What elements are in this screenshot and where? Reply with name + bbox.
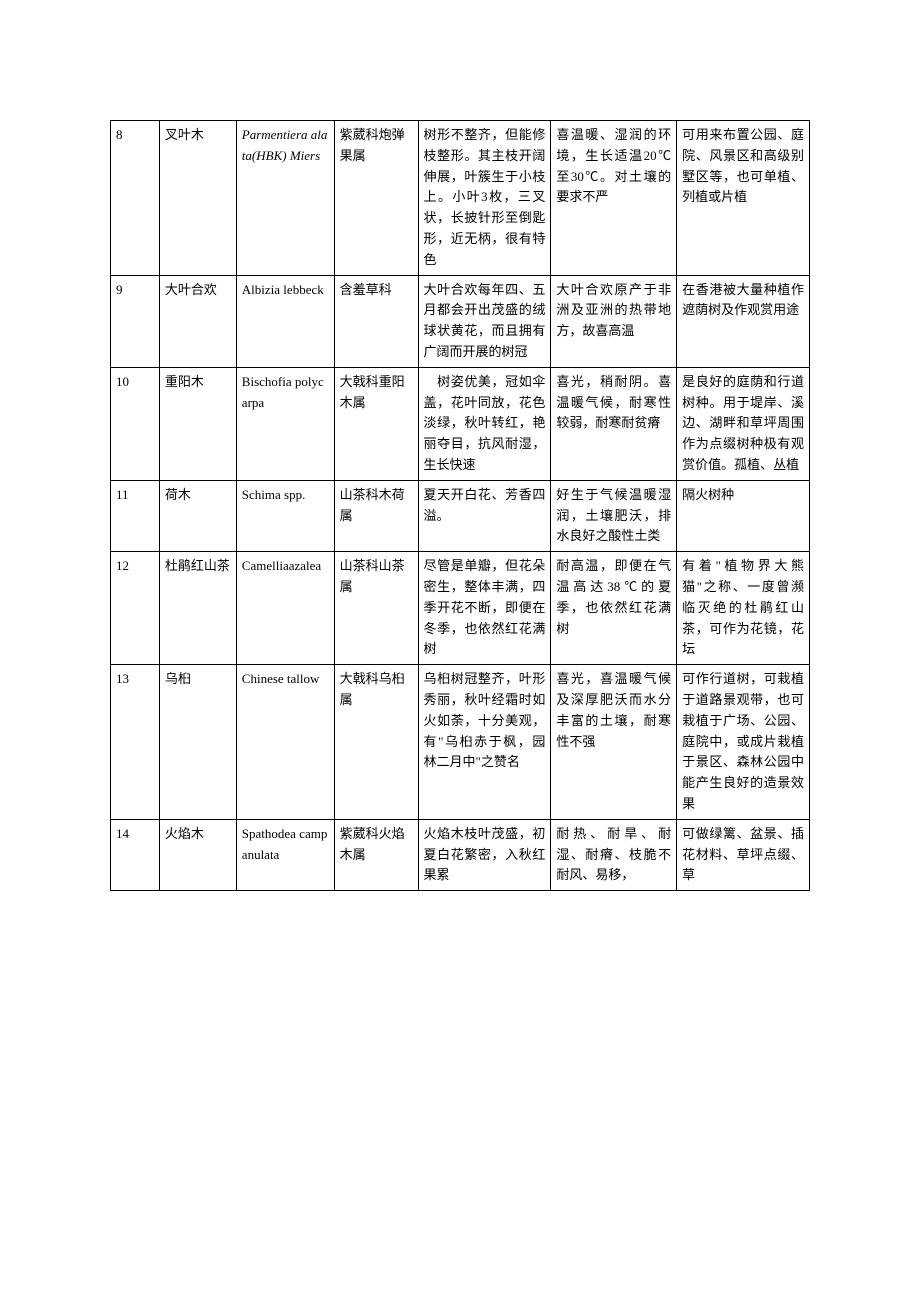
plant-usage: 隔火树种 — [677, 480, 810, 551]
row-number: 13 — [111, 665, 160, 820]
plant-chinese-name: 杜鹃红山茶 — [159, 552, 236, 665]
plant-chinese-name: 叉叶木 — [159, 121, 236, 276]
plant-habitat: 大叶合欢原产于非洲及亚洲的热带地方，故喜高温 — [551, 275, 677, 367]
row-number: 12 — [111, 552, 160, 665]
plant-usage: 在香港被大量种植作遮荫树及作观赏用途 — [677, 275, 810, 367]
plant-habitat: 喜光，稍耐阴。喜温暖气候，耐寒性较弱，耐寒耐贫瘠 — [551, 367, 677, 480]
row-number: 10 — [111, 367, 160, 480]
table-row: 10重阳木Bischofia polycarpa大戟科重阳木属 树姿优美，冠如伞… — [111, 367, 810, 480]
plant-latin-name: Parmentiera alata(HBK) Miers — [236, 121, 334, 276]
plant-latin-name: Camelliaazalea — [236, 552, 334, 665]
table-row: 12杜鹃红山茶Camelliaazalea山茶科山茶属尽管是单瓣，但花朵密生，整… — [111, 552, 810, 665]
row-number: 11 — [111, 480, 160, 551]
plant-family: 山茶科木荷属 — [334, 480, 418, 551]
plant-description: 树形不整齐，但能修枝整形。其主枝开阔伸展，叶簇生于小枝上。小叶3枚，三叉状，长披… — [418, 121, 551, 276]
plant-description: 夏天开白花、芳香四溢。 — [418, 480, 551, 551]
plant-chinese-name: 重阳木 — [159, 367, 236, 480]
plant-latin-name: Schima spp. — [236, 480, 334, 551]
plant-family: 含羞草科 — [334, 275, 418, 367]
plant-habitat: 喜光，喜温暖气候及深厚肥沃而水分丰富的土壤，耐寒性不强 — [551, 665, 677, 820]
table-row: 9大叶合欢Albizia lebbeck含羞草科大叶合欢每年四、五月都会开出茂盛… — [111, 275, 810, 367]
plant-habitat: 喜温暖、湿润的环境，生长适温20℃至30℃。对土壤的要求不严 — [551, 121, 677, 276]
plant-reference-table: 8叉叶木Parmentiera alata(HBK) Miers紫葳科炮弹果属树… — [110, 120, 810, 891]
plant-description: 树姿优美，冠如伞盖，花叶同放，花色淡绿，秋叶转红，艳丽夺目，抗风耐湿，生长快速 — [418, 367, 551, 480]
plant-habitat: 耐热、耐旱、耐湿、耐瘠、枝脆不耐风、易移， — [551, 819, 677, 890]
table-row: 14火焰木Spathodea campanulata紫葳科火焰木属火焰木枝叶茂盛… — [111, 819, 810, 890]
plant-usage: 可用来布置公园、庭院、风景区和高级别墅区等，也可单植、列植或片植 — [677, 121, 810, 276]
plant-usage: 可做绿篱、盆景、插花材料、草坪点缀、草 — [677, 819, 810, 890]
plant-habitat: 耐高温，即便在气温高达38℃的夏季，也依然红花满树 — [551, 552, 677, 665]
plant-description: 乌桕树冠整齐，叶形秀丽，秋叶经霜时如火如荼，十分美观，有"乌桕赤于枫，园林二月中… — [418, 665, 551, 820]
plant-usage: 可作行道树，可栽植于道路景观带，也可栽植于广场、公园、庭院中，或成片栽植于景区、… — [677, 665, 810, 820]
plant-latin-name: Chinese tallow — [236, 665, 334, 820]
table-row: 8叉叶木Parmentiera alata(HBK) Miers紫葳科炮弹果属树… — [111, 121, 810, 276]
table-row: 13乌桕Chinese tallow大戟科乌桕属乌桕树冠整齐，叶形秀丽，秋叶经霜… — [111, 665, 810, 820]
row-number: 9 — [111, 275, 160, 367]
plant-chinese-name: 荷木 — [159, 480, 236, 551]
plant-usage: 有着"植物界大熊猫"之称、一度曾濒临灭绝的杜鹃红山茶，可作为花镜，花坛 — [677, 552, 810, 665]
plant-chinese-name: 大叶合欢 — [159, 275, 236, 367]
plant-chinese-name: 火焰木 — [159, 819, 236, 890]
plant-family: 山茶科山茶属 — [334, 552, 418, 665]
plant-usage: 是良好的庭荫和行道树种。用于堤岸、溪边、湖畔和草坪周围作为点缀树种极有观赏价值。… — [677, 367, 810, 480]
plant-latin-name: Bischofia polycarpa — [236, 367, 334, 480]
table-row: 11荷木Schima spp.山茶科木荷属夏天开白花、芳香四溢。好生于气候温暖湿… — [111, 480, 810, 551]
plant-chinese-name: 乌桕 — [159, 665, 236, 820]
plant-description: 尽管是单瓣，但花朵密生，整体丰满，四季开花不断，即便在冬季，也依然红花满树 — [418, 552, 551, 665]
plant-description: 大叶合欢每年四、五月都会开出茂盛的绒球状黄花，而且拥有广阔而开展的树冠 — [418, 275, 551, 367]
row-number: 8 — [111, 121, 160, 276]
plant-family: 大戟科重阳木属 — [334, 367, 418, 480]
plant-description: 火焰木枝叶茂盛，初夏白花繁密，入秋红果累 — [418, 819, 551, 890]
plant-family: 紫葳科炮弹果属 — [334, 121, 418, 276]
plant-latin-name: Spathodea campanulata — [236, 819, 334, 890]
row-number: 14 — [111, 819, 160, 890]
plant-habitat: 好生于气候温暖湿润，土壤肥沃，排水良好之酸性土类 — [551, 480, 677, 551]
plant-family: 紫葳科火焰木属 — [334, 819, 418, 890]
plant-family: 大戟科乌桕属 — [334, 665, 418, 820]
plant-latin-name: Albizia lebbeck — [236, 275, 334, 367]
